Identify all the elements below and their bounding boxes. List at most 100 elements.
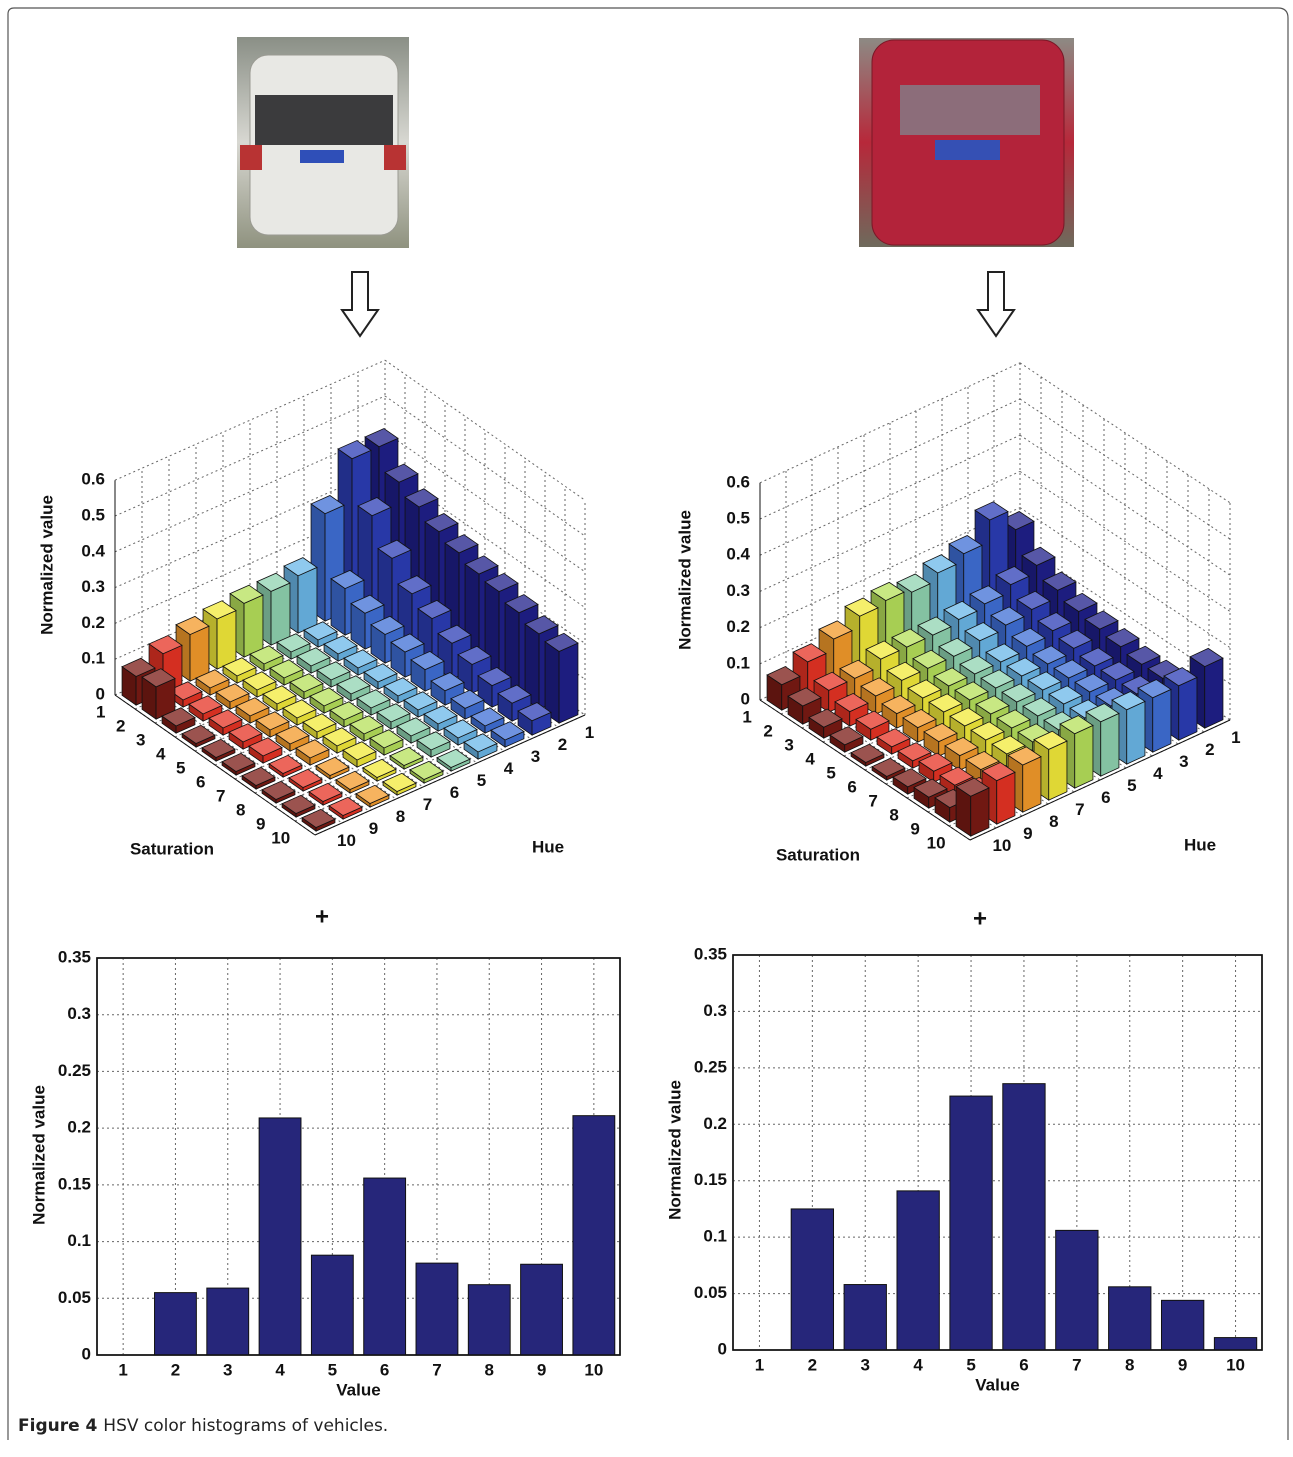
x-tick-label: 7 bbox=[432, 1360, 441, 1379]
bar-face bbox=[997, 772, 1015, 824]
y-tick-label: 0 bbox=[82, 1344, 91, 1363]
bar bbox=[950, 1096, 992, 1350]
bar-face bbox=[1049, 741, 1067, 800]
z-tick-label: 0.3 bbox=[726, 581, 750, 600]
y-tick-label: 3 bbox=[784, 735, 793, 754]
axis-label: Normalized value bbox=[675, 510, 694, 650]
bar bbox=[897, 1191, 939, 1350]
y-tick-label: 5 bbox=[826, 763, 835, 782]
arrow bbox=[342, 272, 378, 336]
z-tick-label: 0.2 bbox=[81, 613, 105, 632]
caption-label: Figure 4 bbox=[18, 1416, 98, 1436]
bar bbox=[573, 1116, 615, 1355]
bar bbox=[416, 1263, 458, 1355]
y-tick-label: 0.3 bbox=[703, 1001, 727, 1020]
x-tick-label: 10 bbox=[337, 831, 356, 850]
y-tick-label: 8 bbox=[889, 805, 898, 824]
x-tick-label: 6 bbox=[380, 1360, 389, 1379]
x-tick-label: 2 bbox=[171, 1360, 180, 1379]
bar bbox=[468, 1285, 510, 1355]
x-tick-label: 8 bbox=[1049, 812, 1058, 831]
y-tick-label: 6 bbox=[847, 777, 856, 796]
bar bbox=[1214, 1338, 1256, 1350]
z-tick-label: 0.1 bbox=[726, 653, 750, 672]
x-tick-label: 5 bbox=[328, 1360, 337, 1379]
x-tick-label: 1 bbox=[585, 723, 594, 742]
x-tick-label: 9 bbox=[1178, 1355, 1187, 1374]
y-tick-label: 0.3 bbox=[67, 1004, 91, 1023]
y-tick-label: 0.1 bbox=[67, 1231, 91, 1250]
x-tick-label: 8 bbox=[396, 807, 405, 826]
x-tick-label: 2 bbox=[1205, 740, 1214, 759]
x-tick-label: 4 bbox=[1153, 764, 1163, 783]
y-tick-label: 5 bbox=[176, 758, 185, 777]
axis-label: Value bbox=[975, 1375, 1019, 1394]
y-tick-label: 0.05 bbox=[58, 1288, 91, 1307]
z-tick-label: 0.3 bbox=[81, 577, 105, 596]
axis-label: Value bbox=[336, 1380, 380, 1399]
x-tick-label: 6 bbox=[450, 783, 459, 802]
z-tick-label: 0.6 bbox=[81, 470, 105, 489]
x-tick-label: 6 bbox=[1019, 1355, 1028, 1374]
bar bbox=[155, 1293, 197, 1355]
y-tick-label: 0.35 bbox=[694, 944, 727, 963]
axis-label: Hue bbox=[1184, 835, 1216, 854]
bar bbox=[521, 1264, 563, 1355]
x-tick-label: 7 bbox=[1072, 1355, 1081, 1374]
x-tick-label: 2 bbox=[558, 735, 567, 754]
caption: Figure 4 HSV color histograms of vehicle… bbox=[18, 1416, 388, 1436]
x-tick-label: 10 bbox=[1226, 1355, 1245, 1374]
vehicle-photo bbox=[237, 37, 409, 248]
bar-face bbox=[244, 595, 263, 657]
bar bbox=[791, 1209, 833, 1350]
y-tick-label: 0.15 bbox=[694, 1170, 727, 1189]
figure: + + Figure 4 HSV color histograms of veh… bbox=[0, 0, 1293, 1452]
x-tick-label: 10 bbox=[992, 836, 1011, 855]
x-tick-label: 1 bbox=[755, 1355, 764, 1374]
z-tick-label: 0.5 bbox=[81, 505, 105, 524]
vehicle-photo bbox=[859, 38, 1074, 247]
y-tick-label: 3 bbox=[136, 730, 145, 749]
bar bbox=[364, 1178, 406, 1355]
z-tick-label: 0.5 bbox=[726, 508, 750, 527]
bar-3d bbox=[545, 633, 578, 723]
y-tick-label: 7 bbox=[216, 786, 225, 805]
bar bbox=[1003, 1084, 1045, 1350]
x-tick-label: 9 bbox=[537, 1360, 546, 1379]
y-tick-label: 6 bbox=[196, 772, 205, 791]
axis-label: Saturation bbox=[776, 845, 860, 864]
x-tick-label: 9 bbox=[1023, 824, 1032, 843]
y-tick-label: 0.35 bbox=[58, 947, 91, 966]
z-tick-label: 0.6 bbox=[726, 472, 750, 491]
bar-face bbox=[1205, 658, 1223, 728]
bar-3d bbox=[851, 744, 884, 766]
x-tick-label: 4 bbox=[275, 1360, 285, 1379]
axis-label: Hue bbox=[532, 837, 564, 856]
y-tick-label: 4 bbox=[156, 744, 166, 763]
z-tick-label: 0.4 bbox=[726, 545, 750, 564]
y-tick-label: 0.15 bbox=[58, 1174, 91, 1193]
y-tick-label: 9 bbox=[256, 814, 265, 833]
bar bbox=[207, 1288, 249, 1355]
bar-face bbox=[1023, 757, 1041, 812]
x-tick-label: 8 bbox=[1125, 1355, 1134, 1374]
z-tick-label: 0 bbox=[96, 684, 105, 703]
x-tick-label: 3 bbox=[531, 747, 540, 766]
x-tick-label: 2 bbox=[808, 1355, 817, 1374]
axis-label: Saturation bbox=[130, 839, 214, 858]
x-tick-label: 3 bbox=[861, 1355, 870, 1374]
bar-face bbox=[1153, 689, 1171, 752]
y-tick-label: 0.2 bbox=[67, 1118, 91, 1137]
y-tick-label: 1 bbox=[742, 707, 751, 726]
y-tick-label: 7 bbox=[868, 791, 877, 810]
y-tick-label: 10 bbox=[927, 833, 946, 852]
caption-text: HSV color histograms of vehicles. bbox=[103, 1416, 388, 1436]
x-tick-label: 5 bbox=[477, 771, 486, 790]
bar-3d bbox=[142, 669, 175, 719]
x-tick-label: 1 bbox=[1231, 728, 1240, 747]
bar bbox=[844, 1285, 886, 1350]
bar-face bbox=[1179, 677, 1197, 740]
bar-face bbox=[298, 567, 317, 633]
bar bbox=[259, 1118, 301, 1355]
bar bbox=[311, 1255, 353, 1355]
